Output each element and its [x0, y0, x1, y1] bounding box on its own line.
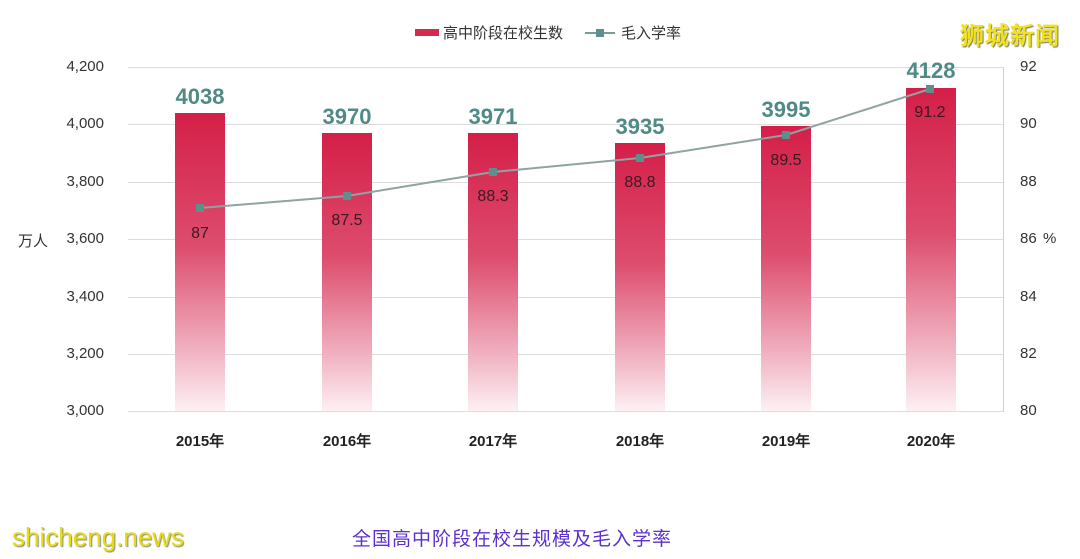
right-axis-tick: 90: [1020, 115, 1037, 132]
rate-marker: [489, 168, 497, 176]
gridline: [128, 239, 1003, 240]
right-axis-tick: 80: [1020, 402, 1037, 419]
x-axis-label: 2017年: [468, 433, 518, 450]
gridline: [128, 411, 1003, 412]
legend-bar-swatch: [415, 29, 439, 36]
gridline: [128, 124, 1003, 125]
right-axis-tick: 88: [1020, 173, 1037, 190]
left-axis-tick: 3,800: [66, 173, 104, 190]
left-axis-tick: 3,400: [66, 288, 104, 305]
rate-value-label: 91.2: [914, 104, 946, 121]
rate-value-label: 88.3: [477, 188, 509, 205]
gridline: [128, 182, 1003, 183]
gridline: [128, 354, 1003, 355]
rate-marker: [636, 154, 644, 162]
rate-marker: [926, 85, 934, 93]
gridline: [128, 67, 1003, 68]
x-axis-label: 2015年: [175, 433, 225, 450]
bar-value-label: 3995: [761, 97, 811, 122]
rate-marker: [782, 131, 790, 139]
x-axis-label: 2019年: [761, 433, 811, 450]
bar-2016: [322, 133, 372, 411]
bar-2018: [615, 143, 665, 411]
right-axis-tick: 86: [1020, 230, 1037, 247]
brand-watermark-bottom: shicheng.news: [12, 522, 184, 552]
brand-watermark-top: 狮城新闻: [960, 23, 1060, 50]
left-axis-tick: 3,200: [66, 345, 104, 362]
left-axis-unit: 万人: [18, 233, 49, 250]
left-axis-tick: 3,000: [66, 402, 104, 419]
bar-2015: [175, 113, 225, 411]
left-axis-tick: 4,000: [66, 115, 104, 132]
left-axis-tick: 3,600: [66, 230, 104, 247]
x-axis-label: 2016年: [322, 433, 372, 450]
right-axis-tick: 84: [1020, 288, 1037, 305]
bar-value-label: 3970: [322, 104, 372, 129]
legend-line-swatch: [585, 28, 616, 37]
right-axis-unit: %: [1043, 230, 1057, 247]
legend-bar-label: 高中阶段在校生数: [443, 25, 564, 42]
x-axis-label: 2018年: [615, 433, 665, 450]
bar-2020: [906, 88, 956, 411]
rate-marker: [343, 192, 351, 200]
rate-marker: [196, 204, 204, 212]
x-axis-label: 2020年: [906, 433, 956, 450]
left-axis-tick: 4,200: [66, 58, 104, 75]
chart-legend: 高中阶段在校生数 毛入学率: [415, 22, 681, 43]
chart-caption: 全国高中阶段在校生规模及毛入学率: [352, 528, 673, 550]
bar-2017: [468, 133, 518, 411]
rate-value-label: 87.5: [331, 212, 363, 229]
right-axis-tick: 92: [1020, 58, 1037, 75]
bar-value-label: 4038: [175, 84, 225, 109]
right-axis-line: [1003, 67, 1004, 412]
bar-value-label: 4128: [906, 58, 956, 83]
bar-value-label: 3935: [615, 114, 665, 139]
bar-2019: [761, 126, 811, 411]
rate-value-label: 89.5: [770, 152, 802, 169]
legend-line-label: 毛入学率: [621, 25, 682, 42]
right-axis-tick: 82: [1020, 345, 1037, 362]
rate-value-label: 87: [191, 225, 209, 242]
gridline: [128, 297, 1003, 298]
rate-value-label: 88.8: [624, 174, 656, 191]
bar-value-label: 3971: [468, 104, 518, 129]
